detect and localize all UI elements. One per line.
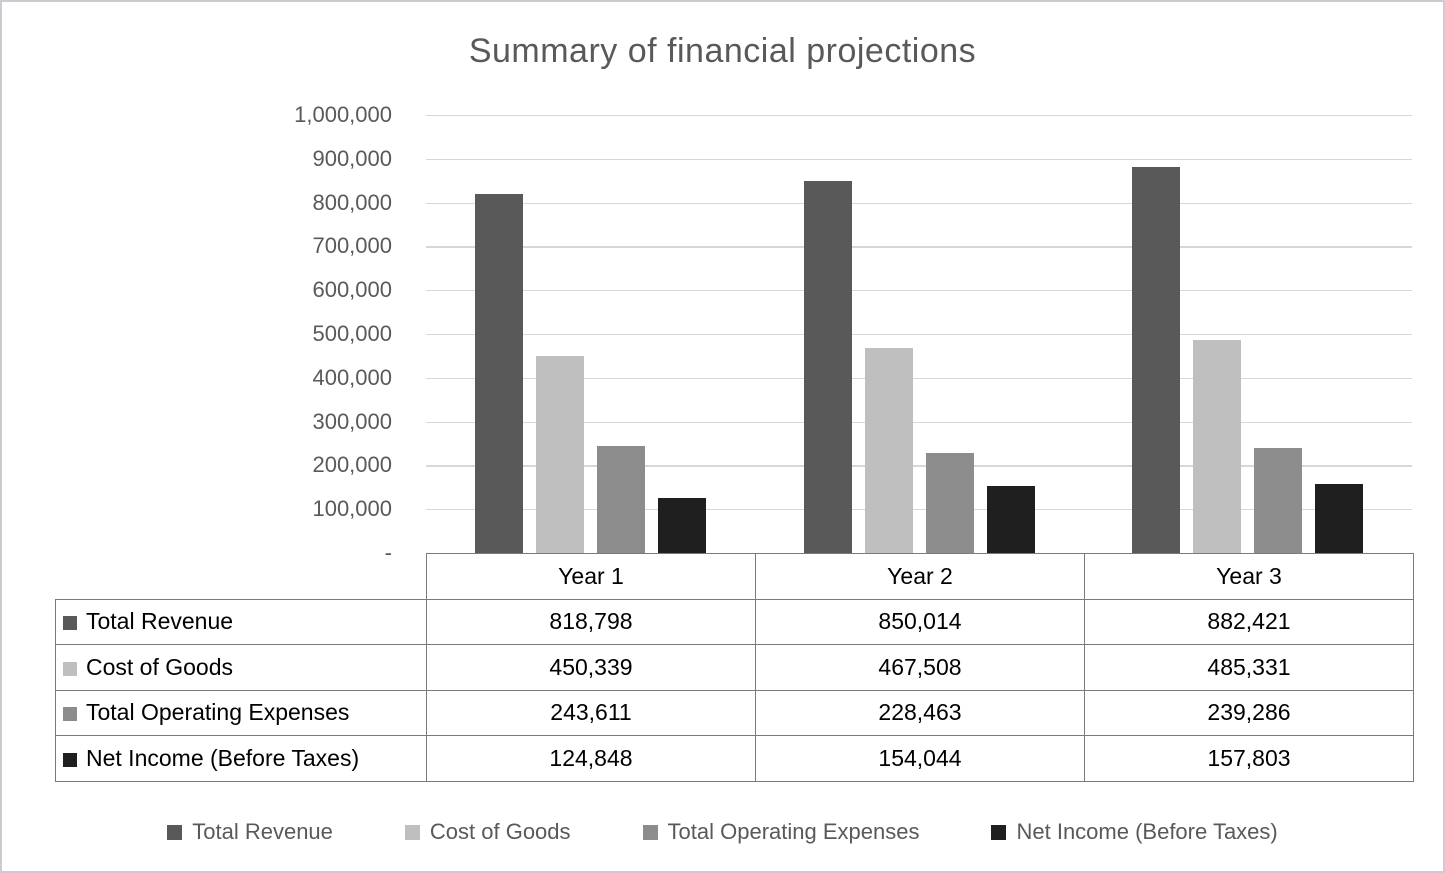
- table-series-label-cell: Total Revenue: [55, 598, 427, 645]
- table-value-cell: 124,848: [426, 735, 756, 782]
- chart-title: Summary of financial projections: [468, 32, 977, 70]
- bar-cost-of-goods-year-1: [535, 355, 584, 553]
- data-table: Year 1 Year 2 Year 3 Total Revenue 818,798 8…: [55, 553, 1414, 782]
- gridline: [426, 202, 1412, 204]
- plot-area: [426, 115, 1412, 553]
- table-series-label-cell: Total Operating Expenses: [55, 689, 427, 736]
- table-value-cell: 228,463: [755, 689, 1085, 736]
- y-tick-label: 100,000: [312, 496, 392, 522]
- table-value-cell: 882,421: [1084, 598, 1414, 645]
- table-series-label-cell: Net Income (Before Taxes): [55, 735, 427, 782]
- table-blank-cell: [56, 554, 427, 600]
- bar-net-income-before-taxes--year-2: [986, 485, 1035, 553]
- table-row: Cost of Goods 450,339 467,508 485,331: [55, 644, 1414, 691]
- legend-swatch-icon: [642, 824, 658, 840]
- bar-total-operating-expenses-year-1: [596, 446, 645, 553]
- legend-swatch-icon: [404, 824, 420, 840]
- table-row: Total Revenue 818,798 850,014 882,421: [55, 598, 1414, 645]
- bar-net-income-before-taxes--year-1: [657, 498, 706, 553]
- y-tick-label: 1,000,000: [294, 102, 392, 127]
- y-tick-label: 800,000: [312, 189, 392, 215]
- bar-total-operating-expenses-year-3: [1254, 448, 1303, 553]
- legend-label: Total Revenue: [192, 819, 333, 844]
- y-tick-label: 700,000: [312, 233, 392, 259]
- y-tick-label: 300,000: [312, 408, 392, 434]
- table-value-cell: 154,044: [755, 735, 1085, 782]
- table-value-cell: 467,508: [755, 644, 1085, 691]
- table-year-header: Year 3: [1084, 553, 1414, 600]
- legend-label: Total Operating Expenses: [667, 819, 920, 844]
- legend-label: Cost of Goods: [429, 819, 571, 844]
- gridline: [426, 421, 1412, 423]
- bar-total-operating-expenses-year-2: [925, 452, 974, 553]
- table-value-cell: 818,798: [426, 598, 756, 645]
- table-value-cell: 485,331: [1084, 644, 1414, 691]
- gridline: [426, 290, 1412, 292]
- gridline: [426, 377, 1412, 379]
- data-table-header-row: Year 1 Year 2 Year 3: [56, 553, 1414, 600]
- gridline: [426, 465, 1412, 467]
- gridline: [426, 509, 1412, 511]
- series-label: Total Revenue: [86, 608, 234, 635]
- bar-cost-of-goods-year-3: [1193, 340, 1242, 553]
- y-tick-label: 400,000: [312, 364, 392, 390]
- series-label: Cost of Goods: [86, 653, 234, 680]
- bar-total-revenue-year-3: [1132, 166, 1181, 553]
- bar-net-income-before-taxes--year-3: [1315, 483, 1364, 553]
- table-year-header: Year 1: [426, 553, 756, 600]
- table-series-label-cell: Cost of Goods: [55, 644, 427, 691]
- gridline: [426, 334, 1412, 336]
- bar-cost-of-goods-year-2: [864, 348, 913, 553]
- gridline: [426, 115, 1412, 117]
- y-tick-label: 500,000: [312, 321, 392, 346]
- legend-item-cost-of-goods: Cost of Goods: [404, 819, 571, 845]
- table-value-cell: 239,286: [1084, 689, 1414, 736]
- gridline: [426, 158, 1412, 160]
- y-axis: 1,000,000 900,000 800,000 700,000 600,000 500…: [2, 102, 392, 575]
- legend-swatch-icon: [167, 824, 183, 840]
- bar-total-revenue-year-2: [803, 180, 852, 553]
- legend-swatch-icon: [991, 824, 1007, 840]
- y-tick-label: 900,000: [312, 145, 392, 171]
- y-tick-label: 600,000: [312, 277, 392, 303]
- series-label: Net Income (Before Taxes): [86, 744, 360, 771]
- legend-item-total-revenue: Total Revenue: [167, 819, 333, 845]
- y-tick-label: 200,000: [312, 452, 392, 478]
- legend-label: Net Income (Before Taxes): [1016, 819, 1278, 844]
- bar-total-revenue-year-1: [474, 194, 523, 553]
- table-value-cell: 243,611: [426, 689, 756, 736]
- legend-item-total-operating-expenses: Total Operating Expenses: [642, 819, 920, 845]
- table-value-cell: 850,014: [755, 598, 1085, 645]
- series-swatch-icon: [63, 707, 77, 722]
- gridline: [426, 246, 1412, 248]
- table-year-header: Year 2: [755, 553, 1085, 600]
- table-row: Net Income (Before Taxes) 124,848 154,044 1…: [55, 735, 1414, 782]
- y-tick-label: -: [384, 540, 392, 565]
- data-table-head: Year 1 Year 2 Year 3: [56, 553, 1414, 600]
- legend: Total Revenue Cost of Goods Total Operatin…: [2, 815, 1443, 849]
- table-value-cell: 157,803: [1084, 735, 1414, 782]
- table-value-cell: 450,339: [426, 644, 756, 691]
- legend-item-net-income-before-taxes-: Net Income (Before Taxes): [991, 819, 1278, 845]
- table-row: Total Operating Expenses 243,611 228,463 23…: [55, 689, 1414, 736]
- series-swatch-icon: [63, 616, 77, 631]
- data-table-body: Total Revenue 818,798 850,014 882,421 Cost o…: [55, 598, 1414, 782]
- series-label: Total Operating Expenses: [86, 699, 350, 726]
- series-swatch-icon: [63, 661, 77, 676]
- series-swatch-icon: [63, 752, 77, 767]
